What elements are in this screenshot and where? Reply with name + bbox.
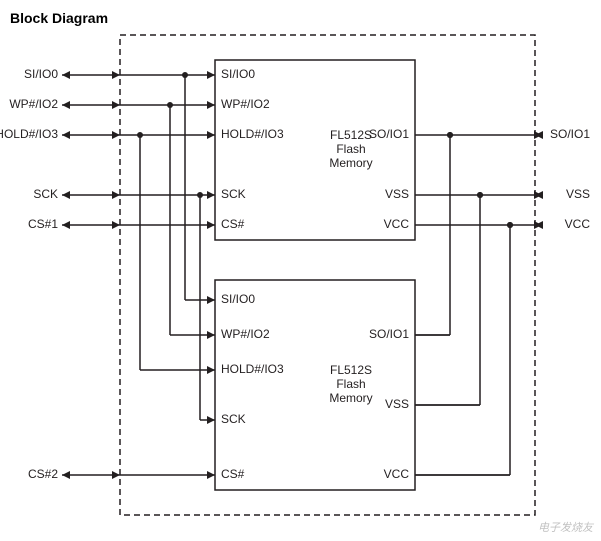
svg-text:SO/IO1: SO/IO1 [369,327,409,341]
svg-text:HOLD#/IO3: HOLD#/IO3 [221,127,284,141]
svg-text:Memory: Memory [329,156,372,170]
svg-text:CS#1: CS#1 [28,217,58,231]
watermark-text: 电子发烧友 [538,519,593,535]
svg-text:HOLD#/IO3: HOLD#/IO3 [221,362,284,376]
svg-text:VSS: VSS [385,397,409,411]
svg-text:VSS: VSS [566,187,590,201]
svg-text:CS#: CS# [221,217,245,231]
svg-text:WP#/IO2: WP#/IO2 [221,97,270,111]
svg-text:Flash: Flash [336,377,365,391]
svg-text:VSS: VSS [385,187,409,201]
svg-text:SO/IO1: SO/IO1 [369,127,409,141]
svg-text:SCK: SCK [221,412,246,426]
svg-text:HOLD#/IO3: HOLD#/IO3 [0,127,58,141]
svg-text:FL512S: FL512S [330,363,372,377]
svg-text:VCC: VCC [384,217,410,231]
block-diagram-canvas: FL512SFlashMemoryFL512SFlashMemorySI/IO0… [0,0,601,541]
svg-text:SI/IO0: SI/IO0 [24,67,58,81]
svg-text:CS#2: CS#2 [28,467,58,481]
svg-text:CS#: CS# [221,467,245,481]
svg-text:Memory: Memory [329,391,372,405]
svg-text:SI/IO0: SI/IO0 [221,292,255,306]
svg-text:Flash: Flash [336,142,365,156]
svg-text:WP#/IO2: WP#/IO2 [9,97,58,111]
svg-text:VCC: VCC [565,217,591,231]
svg-text:SI/IO0: SI/IO0 [221,67,255,81]
svg-text:WP#/IO2: WP#/IO2 [221,327,270,341]
svg-text:SCK: SCK [33,187,58,201]
svg-text:SCK: SCK [221,187,246,201]
svg-text:SO/IO1: SO/IO1 [550,127,590,141]
svg-text:FL512S: FL512S [330,128,372,142]
svg-text:VCC: VCC [384,467,410,481]
